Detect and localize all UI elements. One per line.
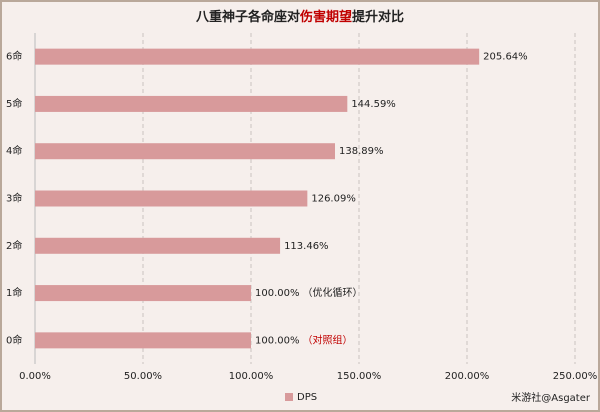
title-part: 八重神子各命座对 bbox=[195, 9, 300, 25]
data-label: 126.09% bbox=[311, 194, 356, 205]
bar bbox=[35, 332, 251, 349]
legend-swatch bbox=[285, 393, 293, 401]
x-tick-label: 100.00% bbox=[229, 371, 274, 382]
x-tick-label: 150.00% bbox=[337, 371, 382, 382]
data-label: 144.59% bbox=[351, 99, 396, 110]
title-part: 伤害期望 bbox=[299, 9, 352, 25]
data-label-value: 138.89% bbox=[339, 146, 384, 157]
y-tick-label: 4命 bbox=[6, 144, 22, 157]
bar bbox=[35, 285, 251, 302]
data-label: 205.64% bbox=[483, 52, 527, 63]
y-tick-label: 6命 bbox=[6, 50, 22, 63]
bar bbox=[35, 190, 308, 207]
x-tick-label: 0.00% bbox=[19, 371, 51, 382]
x-tick-label: 50.00% bbox=[124, 371, 162, 382]
y-tick-label: 0命 bbox=[6, 333, 22, 346]
x-tick-label: 200.00% bbox=[445, 371, 490, 382]
data-label: 138.89% bbox=[339, 146, 384, 157]
data-label: 100.00% （优化循环） bbox=[255, 286, 363, 299]
bar bbox=[35, 95, 348, 112]
bar bbox=[35, 48, 480, 65]
y-tick-label: 3命 bbox=[6, 192, 22, 205]
y-tick-label: 5命 bbox=[6, 97, 22, 110]
y-tick-label: 2命 bbox=[6, 239, 22, 252]
bar bbox=[35, 143, 336, 160]
y-tick-label: 1命 bbox=[6, 286, 22, 299]
data-label-note: （对照组） bbox=[303, 333, 353, 346]
title-part: 提升对比 bbox=[352, 9, 404, 25]
data-label-value: 205.64% bbox=[483, 52, 527, 63]
chart-title: 八重神子各命座对伤害期望提升对比 bbox=[195, 9, 404, 25]
data-label-note: （优化循环） bbox=[303, 286, 363, 299]
data-label: 100.00% （对照组） bbox=[255, 333, 353, 346]
x-tick-label: 250.00% bbox=[553, 371, 598, 382]
bar bbox=[35, 237, 281, 254]
data-label-value: 100.00% bbox=[255, 288, 300, 299]
watermark: 米游社@Asgater bbox=[511, 391, 591, 404]
legend-label: DPS bbox=[297, 392, 317, 403]
data-label: 113.46% bbox=[284, 241, 329, 252]
data-label-value: 144.59% bbox=[351, 99, 396, 110]
data-label-value: 100.00% bbox=[255, 335, 300, 346]
data-label-value: 126.09% bbox=[311, 194, 356, 205]
data-label-value: 113.46% bbox=[284, 241, 329, 252]
